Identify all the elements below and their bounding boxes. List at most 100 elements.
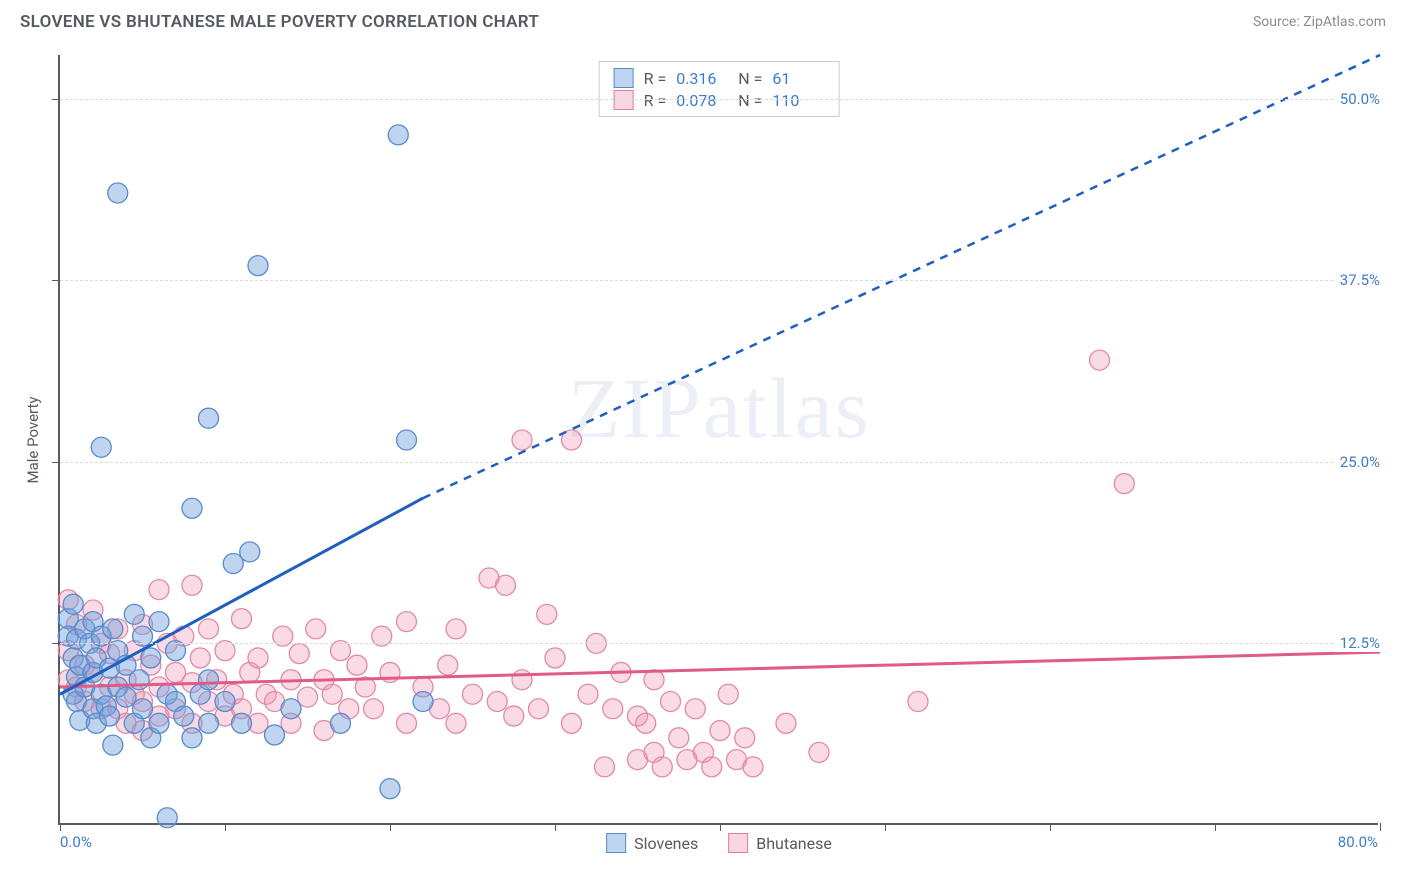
data-point: [240, 542, 260, 562]
grid-line: [60, 99, 1378, 100]
data-point: [174, 706, 194, 726]
data-point: [908, 692, 928, 712]
data-point: [331, 713, 351, 733]
legend-n-label: N =: [738, 69, 762, 88]
scatter-chart: ZIPatlas R =0.316N =61R =0.078N =110 0.0…: [58, 55, 1378, 825]
data-point: [232, 713, 252, 733]
x-tick: [720, 823, 721, 831]
data-point: [397, 713, 417, 733]
series-legend: Slovenes Bhutanese: [606, 833, 832, 853]
data-point: [562, 713, 582, 733]
data-point: [91, 437, 111, 457]
data-point: [289, 644, 309, 664]
y-axis-tick-label: 25.0%: [1334, 453, 1380, 471]
data-point: [438, 655, 458, 675]
y-tick: [52, 280, 60, 281]
data-point: [735, 728, 755, 748]
x-tick: [1050, 823, 1051, 831]
data-point: [595, 757, 615, 777]
x-axis-max-label: 80.0%: [1338, 833, 1378, 851]
data-point: [537, 604, 557, 624]
data-point: [397, 612, 417, 632]
correlation-legend: R =0.316N =61R =0.078N =110: [599, 61, 840, 117]
grid-line: [60, 462, 1378, 463]
data-point: [199, 408, 219, 428]
data-point: [103, 735, 123, 755]
data-point: [578, 684, 598, 704]
trend-line: [60, 498, 423, 694]
y-tick: [52, 462, 60, 463]
data-point: [190, 648, 210, 668]
legend-row: R =0.078N =110: [614, 90, 825, 110]
legend-swatch: [614, 90, 634, 110]
data-point: [141, 648, 161, 668]
series-label: Slovenes: [634, 834, 698, 853]
data-point: [463, 684, 483, 704]
data-point: [182, 728, 202, 748]
data-point: [512, 670, 532, 690]
legend-n-value: 61: [772, 69, 824, 88]
legend-r-value: 0.078: [676, 91, 728, 110]
data-point: [182, 498, 202, 518]
data-point: [718, 684, 738, 704]
data-point: [133, 699, 153, 719]
data-point: [248, 648, 268, 668]
data-point: [776, 713, 796, 733]
data-point: [103, 619, 123, 639]
data-point: [157, 808, 177, 828]
data-point: [364, 699, 384, 719]
y-axis-tick-label: 12.5%: [1334, 634, 1380, 652]
data-point: [710, 721, 730, 741]
data-point: [545, 648, 565, 668]
x-tick: [885, 823, 886, 831]
data-point: [669, 728, 689, 748]
series-legend-item: Bhutanese: [728, 833, 832, 853]
x-tick: [390, 823, 391, 831]
data-point: [215, 692, 235, 712]
x-tick: [555, 823, 556, 831]
trend-line: [423, 55, 1380, 498]
data-point: [306, 619, 326, 639]
data-point: [496, 575, 516, 595]
data-point: [322, 684, 342, 704]
data-point: [347, 655, 367, 675]
legend-swatch: [606, 833, 626, 853]
data-point: [661, 692, 681, 712]
source-attribution: Source: ZipAtlas.com: [1253, 14, 1386, 30]
data-point: [487, 692, 507, 712]
data-point: [63, 594, 83, 614]
data-point: [149, 713, 169, 733]
data-point: [265, 725, 285, 745]
x-axis-min-label: 0.0%: [60, 833, 92, 851]
legend-n-label: N =: [738, 91, 762, 110]
data-point: [743, 757, 763, 777]
data-point: [380, 779, 400, 799]
data-point: [1090, 350, 1110, 370]
data-point: [809, 742, 829, 762]
data-point: [397, 430, 417, 450]
data-point: [108, 183, 128, 203]
data-point: [199, 619, 219, 639]
data-point: [1114, 474, 1134, 494]
data-point: [446, 619, 466, 639]
y-axis-tick-label: 37.5%: [1334, 271, 1380, 289]
x-tick: [225, 823, 226, 831]
data-point: [529, 699, 549, 719]
y-tick: [52, 99, 60, 100]
y-axis-title: Male Poverty: [24, 397, 42, 484]
chart-title: SLOVENE VS BHUTANESE MALE POVERTY CORREL…: [20, 12, 539, 32]
x-tick: [60, 823, 61, 831]
data-point: [199, 670, 219, 690]
data-point: [232, 609, 252, 629]
x-tick: [1215, 823, 1216, 831]
x-tick: [1380, 823, 1381, 831]
plot-svg: [60, 55, 1378, 823]
y-tick: [52, 643, 60, 644]
data-point: [446, 713, 466, 733]
data-point: [504, 706, 524, 726]
data-point: [652, 757, 672, 777]
grid-line: [60, 643, 1378, 644]
data-point: [281, 699, 301, 719]
data-point: [603, 699, 623, 719]
data-point: [129, 670, 149, 690]
